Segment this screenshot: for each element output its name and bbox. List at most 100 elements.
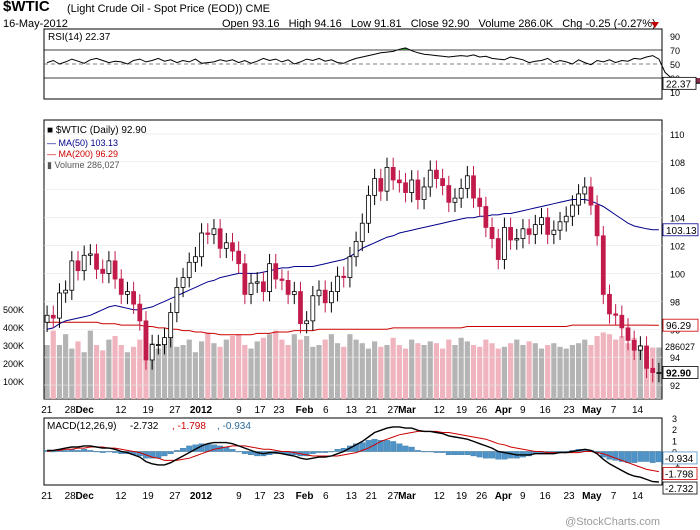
macd-histogram-bar	[309, 451, 316, 454]
price-x-label: 14	[632, 405, 644, 416]
candle-body	[236, 250, 242, 265]
candle-body	[149, 344, 155, 361]
candle-body	[50, 314, 56, 319]
volume-bar	[81, 352, 87, 399]
candle-body	[106, 260, 112, 274]
macd-histogram-bar	[390, 441, 397, 452]
volume-bar	[266, 334, 273, 399]
exchange-label: CME	[245, 3, 270, 15]
macd-x-label: 19	[456, 491, 468, 502]
volume-bar	[341, 346, 347, 399]
candle-body	[625, 327, 631, 341]
volume-tick-label: 400K	[3, 323, 24, 333]
open-value: 93.16	[251, 18, 280, 30]
candle-body	[273, 263, 279, 280]
candle-body	[613, 313, 619, 316]
volume-bar	[291, 334, 297, 399]
candle-body	[551, 229, 557, 235]
macd-histogram-bar	[50, 451, 57, 453]
volume-bar	[248, 348, 254, 399]
volume-bar	[223, 339, 229, 399]
volume-bar	[63, 334, 69, 399]
macd-x-label: 28	[65, 491, 77, 502]
volume-bar	[495, 348, 501, 399]
volume-bar	[93, 345, 100, 399]
candle-body	[310, 295, 316, 322]
candle-body	[570, 204, 575, 217]
price-x-label: 28	[65, 405, 77, 416]
macd-histogram-bar	[476, 451, 483, 458]
candle-body	[81, 254, 87, 272]
macd-legend-hist: , -0.934	[217, 421, 251, 432]
volume-bar	[440, 348, 446, 399]
macd-x-label: 17	[254, 491, 266, 502]
candle-body	[366, 194, 371, 224]
volume-bar	[316, 345, 322, 399]
candle-body	[545, 217, 551, 235]
low-value: 91.81	[374, 18, 402, 30]
volume-bar	[304, 336, 310, 399]
candle-body	[143, 320, 149, 361]
volume-label: Volume	[478, 18, 516, 30]
volume-tick-label: 300K	[3, 341, 24, 351]
candle-body	[588, 186, 594, 206]
instrument-description: (Light Crude Oil - Spot Price (EOD))	[67, 3, 243, 15]
macd-histogram-bar	[427, 451, 434, 453]
candle-body	[434, 169, 439, 179]
volume-bar	[637, 345, 643, 399]
candle-body	[582, 186, 588, 195]
volume-bar	[242, 345, 248, 399]
price-x-label: 23	[273, 405, 285, 416]
candle-body	[359, 222, 365, 242]
volume-bar	[273, 330, 279, 399]
price-x-label: Dec	[75, 405, 94, 416]
volume-bar	[334, 343, 341, 399]
volume-bar	[415, 343, 421, 399]
candle-body	[495, 238, 501, 260]
macd-x-label: 26	[476, 491, 488, 502]
macd-histogram-bar	[180, 447, 186, 452]
price-x-label: 17	[254, 405, 266, 416]
volume-bar	[217, 346, 223, 399]
candle-body	[125, 291, 130, 295]
candle-body	[155, 344, 161, 346]
candle-body	[415, 179, 421, 200]
candle-body	[464, 175, 470, 189]
volume-bar	[149, 343, 155, 399]
macd-histogram-bar	[618, 451, 625, 462]
volume-bar	[507, 343, 514, 399]
volume-value: 286.0K	[518, 18, 554, 30]
candle-body	[557, 221, 563, 231]
volume-bar	[427, 341, 433, 399]
candle-body	[285, 280, 291, 295]
macd-tick-label: 2	[672, 425, 677, 435]
volume-bar	[483, 339, 489, 399]
macd-histogram-bar	[235, 451, 242, 453]
candle-body	[440, 178, 445, 186]
volume-bar	[168, 334, 174, 399]
candle-body	[489, 227, 495, 239]
volume-bar	[112, 336, 118, 399]
candle-body	[217, 228, 223, 249]
candle-body	[563, 215, 569, 223]
candle-body	[69, 260, 75, 291]
candle-body	[526, 228, 532, 235]
volume-tick-label: 200K	[3, 359, 24, 369]
price-tick-label: 98	[670, 297, 680, 307]
macd-histogram-bar	[211, 444, 217, 452]
down-arrow-icon	[651, 22, 659, 28]
macd-x-label: 16	[540, 491, 552, 502]
macd-x-label: 6	[323, 491, 329, 502]
candle-body	[291, 291, 297, 295]
candle-body	[118, 278, 124, 295]
volume-bar	[297, 339, 304, 399]
candle-body	[594, 204, 600, 237]
candle-body	[341, 275, 347, 279]
close-label: Close	[410, 18, 439, 30]
candle-body	[378, 178, 384, 192]
candle-body	[514, 238, 520, 241]
candle-body	[186, 261, 192, 279]
volume-legend: ▮ Volume 286,027	[47, 160, 120, 170]
ma200-legend: — MA(200) 96.29	[47, 149, 118, 159]
macd-histogram-bar	[655, 451, 662, 463]
